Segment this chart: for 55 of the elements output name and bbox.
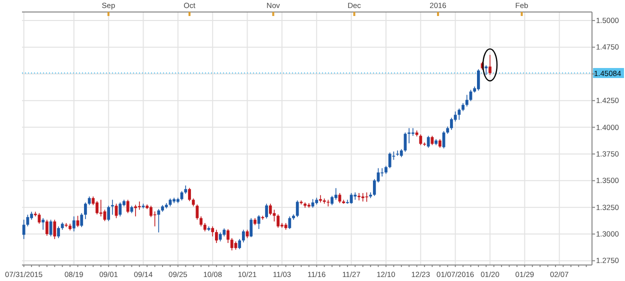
candlestick xyxy=(465,94,468,107)
candlestick xyxy=(488,54,492,76)
candlestick xyxy=(450,117,453,130)
candlestick xyxy=(288,216,292,230)
candlestick xyxy=(211,226,214,237)
candlestick xyxy=(150,205,152,218)
candlestick xyxy=(96,200,98,215)
candlestick xyxy=(42,218,45,230)
candlestick xyxy=(99,199,102,217)
candlestick xyxy=(188,187,191,202)
candlestick xyxy=(458,108,461,120)
candlestick xyxy=(134,204,137,217)
candlestick xyxy=(276,214,280,228)
candlestick xyxy=(272,209,276,222)
candlestick xyxy=(242,229,245,243)
candlestick xyxy=(296,200,299,218)
candlestick xyxy=(412,128,414,136)
candlestick xyxy=(46,219,48,236)
candlestick xyxy=(57,226,60,238)
candlestick xyxy=(80,212,84,228)
candlestick xyxy=(250,218,253,238)
candlestick xyxy=(84,202,87,220)
candlestick xyxy=(226,228,230,244)
candlestick xyxy=(350,192,353,204)
candlestick xyxy=(330,195,334,206)
candlestick xyxy=(110,199,114,216)
candlestick xyxy=(265,203,268,219)
candlestick xyxy=(72,216,76,232)
candlestick xyxy=(408,128,411,144)
candlestick xyxy=(53,219,56,240)
candlestick xyxy=(257,214,260,230)
candlestick xyxy=(388,152,392,169)
candlestick xyxy=(477,68,480,91)
candlestick xyxy=(230,238,234,251)
candlestick xyxy=(118,202,122,217)
candlestick xyxy=(268,203,272,216)
candlestick xyxy=(215,229,218,244)
candlestick xyxy=(319,194,322,203)
candlestick xyxy=(426,135,430,148)
candlestick xyxy=(361,192,364,202)
candlestick xyxy=(334,188,338,200)
candlestick xyxy=(307,202,310,208)
candlestick xyxy=(200,216,202,227)
candlestick xyxy=(419,134,422,146)
candlestick xyxy=(107,205,110,222)
candlestick xyxy=(26,214,30,227)
candlestick xyxy=(22,219,26,240)
candlestick xyxy=(38,212,41,224)
candlestick xyxy=(126,199,130,214)
candlestick xyxy=(484,64,488,76)
candlestick xyxy=(157,208,160,233)
candlestick xyxy=(238,238,242,250)
candlestick xyxy=(430,135,434,146)
candlestick xyxy=(138,201,141,210)
candlestick xyxy=(365,192,368,202)
